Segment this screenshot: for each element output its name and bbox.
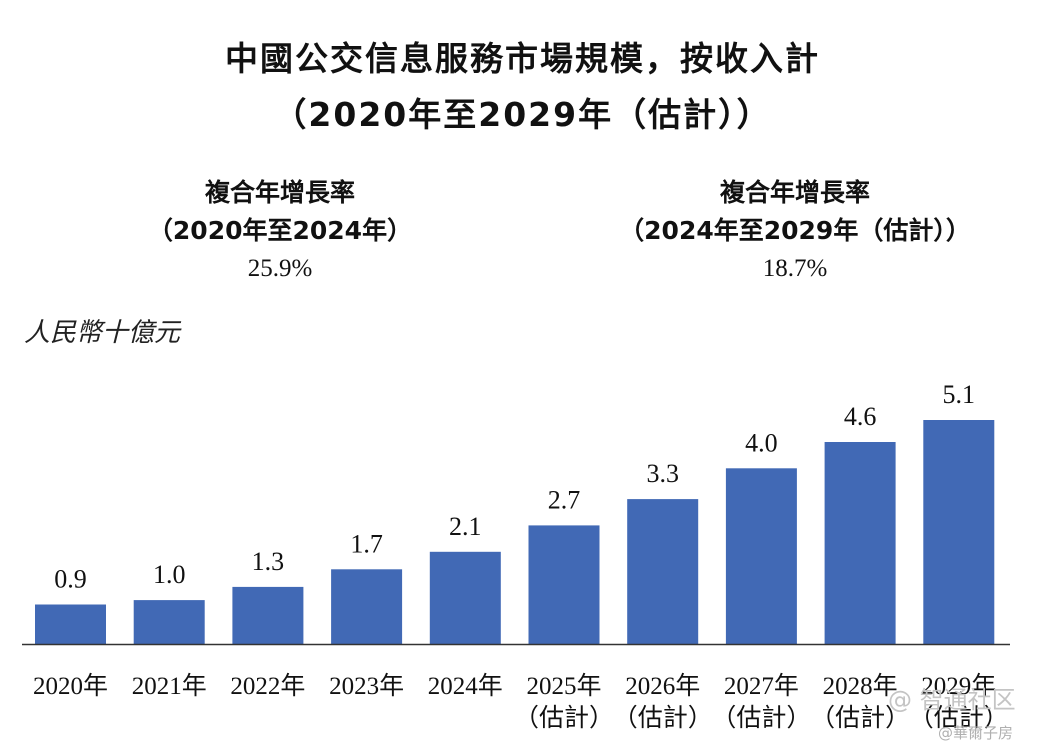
y-axis-unit-label: 人民幣十億元	[24, 318, 181, 348]
x-tick-label-3: 2023年	[329, 672, 404, 700]
x-tick-label-7: 2027年	[724, 672, 799, 700]
x-tick-label-7-sub: （估計）	[711, 704, 811, 732]
bar-0	[35, 604, 106, 644]
data-label-9: 5.1	[943, 380, 976, 409]
bar-9	[923, 420, 995, 644]
cagr-period: （2020年至2024年）	[147, 216, 413, 245]
data-label-1: 1.0	[153, 560, 186, 589]
data-label-8: 4.6	[844, 402, 877, 431]
cagr-block-2020-2024: 複合年增長率 （2020年至2024年） 25.9%	[130, 174, 430, 288]
bar-7	[725, 468, 797, 644]
x-tick-label-9-sub: （估計）	[909, 704, 1009, 732]
x-tick-label-9: 2029年	[921, 672, 996, 700]
bar-5	[528, 525, 600, 644]
x-tick-label-6-sub: （估計）	[613, 704, 713, 732]
x-tick-label-0: 2020年	[33, 672, 108, 700]
x-tick-label-4: 2024年	[428, 672, 503, 700]
cagr-value: 18.7%	[762, 255, 828, 282]
bar-2	[232, 586, 304, 644]
data-label-7: 4.0	[745, 428, 778, 457]
data-label-0: 0.9	[54, 565, 87, 594]
bar-8	[824, 442, 896, 644]
x-tick-label-8-sub: （估計）	[810, 704, 910, 732]
data-label-2: 1.3	[252, 547, 285, 576]
x-tick-label-1: 2021年	[132, 672, 207, 700]
data-label-6: 3.3	[646, 459, 679, 488]
x-tick-label-8: 2028年	[823, 672, 898, 700]
bar-6	[627, 499, 699, 644]
x-tick-label-2: 2022年	[230, 672, 305, 700]
data-label-4: 2.1	[449, 512, 482, 541]
bar-4	[429, 551, 501, 644]
chart-subtitle: （2020年至2029年（估計））	[273, 95, 772, 134]
bar-1	[133, 600, 205, 644]
x-tick-label-5-sub: （估計）	[514, 704, 614, 732]
cagr-period: （2024年至2029年（估計））	[619, 216, 971, 245]
data-label-5: 2.7	[548, 485, 581, 514]
data-label-3: 1.7	[350, 529, 383, 558]
watermark-subtext: @華爾子房	[938, 724, 1014, 742]
x-tick-label-6: 2026年	[625, 672, 700, 700]
watermark-text: @ 智通社区	[888, 686, 1016, 714]
cagr-value: 25.9%	[247, 255, 313, 282]
cagr-block-2024-2029: 複合年增長率 （2024年至2029年（估計）） 18.7%	[595, 174, 995, 288]
cagr-label: 複合年增長率	[204, 178, 355, 207]
chart-title: 中國公交信息服務市場規模，按收入計	[225, 39, 820, 78]
cagr-label: 複合年增長率	[719, 178, 870, 207]
x-tick-label-5: 2025年	[526, 672, 601, 700]
bar-3	[331, 569, 403, 644]
